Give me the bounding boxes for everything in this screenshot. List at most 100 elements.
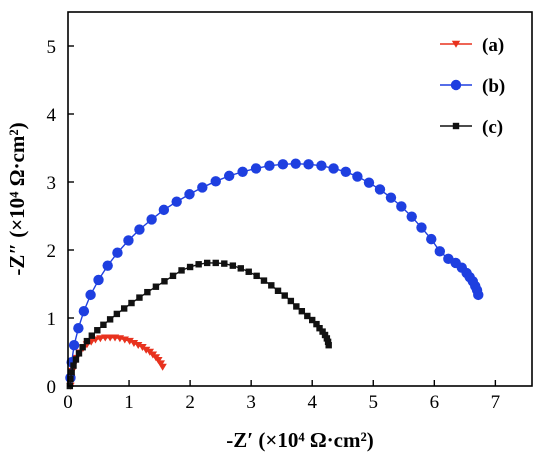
data-point <box>374 184 386 195</box>
data-point <box>324 338 332 345</box>
data-point <box>293 303 300 310</box>
y-tick-label: 4 <box>47 105 57 126</box>
data-point <box>169 272 177 280</box>
y-axis-title: -Z″ (×10⁴ Ω·cm²) <box>5 122 29 275</box>
y-tick-label: 1 <box>47 309 57 330</box>
data-point <box>313 320 320 328</box>
legend-entry: (b) <box>440 76 505 97</box>
series-3 <box>66 259 332 390</box>
data-point <box>120 305 128 312</box>
data-point <box>106 316 114 323</box>
data-point <box>96 335 105 343</box>
data-point <box>72 356 80 363</box>
x-tick-label: 0 <box>63 392 73 413</box>
legend-entry: (c) <box>440 117 503 138</box>
x-tick-label: 7 <box>491 392 501 413</box>
legend-marker <box>451 40 461 48</box>
data-point <box>212 259 219 267</box>
data-point <box>287 297 295 305</box>
data-point <box>158 204 170 216</box>
series-layer <box>65 158 484 390</box>
data-point <box>434 246 446 257</box>
data-point <box>363 177 375 188</box>
data-point <box>290 158 301 169</box>
data-point <box>75 350 83 357</box>
data-point <box>416 222 427 233</box>
data-point <box>260 277 268 284</box>
data-point <box>73 323 84 334</box>
y-tick-label: 2 <box>47 241 57 262</box>
data-point <box>237 166 248 177</box>
data-point <box>100 321 107 328</box>
data-point <box>68 340 80 351</box>
y-tick-label: 5 <box>47 37 57 58</box>
data-point <box>129 339 139 347</box>
data-point <box>277 159 289 170</box>
data-point <box>134 342 143 349</box>
series-1 <box>66 334 167 390</box>
data-point <box>250 163 262 174</box>
data-point <box>316 325 323 332</box>
series-line <box>69 162 479 378</box>
data-point <box>136 294 143 301</box>
legend-marker <box>452 122 460 130</box>
x-tick-label: 4 <box>307 392 317 413</box>
data-point <box>125 337 134 345</box>
data-point <box>204 259 211 267</box>
data-point <box>83 337 91 345</box>
data-point <box>221 260 228 267</box>
data-point <box>102 260 113 271</box>
legend-marker <box>450 79 462 91</box>
data-point <box>88 332 96 339</box>
data-point <box>396 201 407 212</box>
legend-label: (b) <box>482 76 505 97</box>
data-point <box>144 288 151 296</box>
data-point <box>161 278 168 285</box>
data-point <box>325 342 332 349</box>
data-point <box>134 224 145 235</box>
legend: (a) (b) (c) <box>440 35 505 138</box>
data-point <box>141 346 151 354</box>
data-point <box>112 247 123 258</box>
x-tick-label: 1 <box>124 392 134 413</box>
data-point <box>268 282 275 289</box>
legend-label: (c) <box>482 117 503 138</box>
data-point <box>146 214 157 225</box>
data-point <box>186 263 194 271</box>
data-point <box>171 196 182 207</box>
data-point <box>178 267 185 274</box>
data-point <box>281 292 288 299</box>
data-point <box>237 265 244 272</box>
data-point <box>113 310 121 318</box>
data-point <box>274 287 282 294</box>
x-tick-label: 5 <box>369 392 379 413</box>
data-point <box>319 328 326 335</box>
x-tick-label: 3 <box>246 392 256 413</box>
data-point <box>298 308 306 315</box>
data-point <box>195 261 202 268</box>
data-point <box>264 160 275 171</box>
x-axis-title: -Z′ (×10⁴ Ω·cm²) <box>226 428 374 452</box>
data-point <box>229 262 237 269</box>
y-tick-label: 0 <box>47 377 57 398</box>
data-point <box>70 362 77 369</box>
data-point <box>68 369 75 376</box>
data-point <box>210 176 221 187</box>
data-point <box>323 335 331 342</box>
data-point <box>316 160 327 171</box>
data-point <box>245 268 252 275</box>
legend-label: (a) <box>482 35 504 56</box>
data-point <box>78 306 90 317</box>
data-point <box>303 159 314 170</box>
data-point <box>406 211 417 222</box>
data-point <box>304 312 311 320</box>
data-point <box>152 283 160 290</box>
plot-frame <box>67 11 533 387</box>
data-point <box>94 327 101 334</box>
data-point <box>158 363 167 371</box>
data-point <box>321 331 329 339</box>
x-tick-label: 2 <box>185 392 195 413</box>
data-point <box>184 189 195 200</box>
data-point <box>309 316 316 324</box>
